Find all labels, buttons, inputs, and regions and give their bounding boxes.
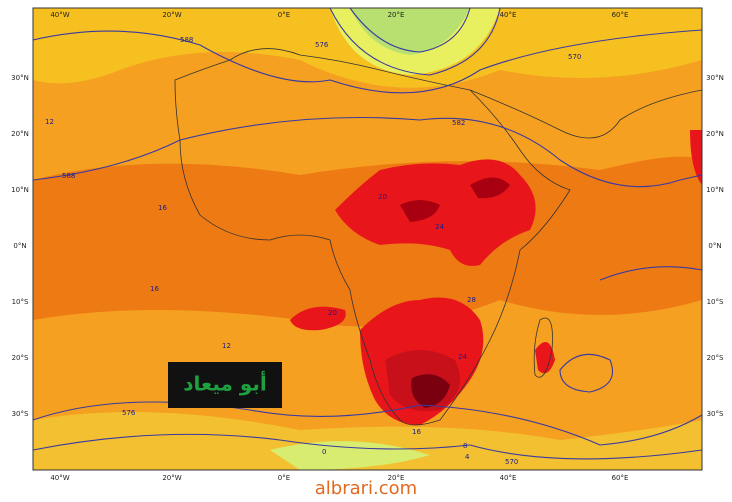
contour-label: 12	[222, 342, 231, 350]
lon-label: 20°W	[162, 474, 181, 482]
contour-label: 20	[378, 193, 387, 201]
contour-label: 4	[465, 453, 470, 461]
contour-label: 0	[322, 448, 326, 456]
contour-label: 24	[458, 353, 467, 361]
heat-west	[290, 306, 346, 331]
lat-label: 30°S	[12, 410, 29, 418]
contour-label: 588	[180, 36, 193, 44]
isoline	[32, 29, 703, 94]
contour-label: 570	[505, 458, 518, 466]
contour-label: 16	[150, 285, 159, 293]
lon-label: 40°E	[500, 11, 517, 19]
lon-label: 20°W	[162, 11, 181, 19]
lat-label: 30°N	[11, 74, 29, 82]
coastline-madagascar	[533, 317, 553, 378]
lat-label: 10°N	[706, 186, 724, 194]
map-area	[32, 7, 703, 471]
heat-core	[400, 200, 440, 222]
lon-label: 0°E	[278, 474, 290, 482]
watermark-box	[168, 362, 282, 408]
contour-label: 570	[568, 53, 581, 61]
lat-label: 10°S	[12, 298, 29, 306]
lon-label: 0°E	[278, 11, 290, 19]
footer-site: albrari.com	[315, 478, 417, 498]
lat-label: 20°S	[707, 354, 724, 362]
lon-label: 40°E	[500, 474, 517, 482]
lat-label: 10°S	[707, 298, 724, 306]
lon-label: 60°E	[612, 11, 629, 19]
isoline	[32, 433, 703, 460]
lat-label: 30°S	[707, 410, 724, 418]
map-frame	[32, 7, 703, 471]
lat-label: 10°N	[11, 186, 29, 194]
lon-label: 40°W	[50, 474, 69, 482]
lat-label: 20°N	[11, 130, 29, 138]
contour-label: 16	[412, 428, 421, 436]
heat-south-core	[411, 374, 450, 408]
contour-label: 576	[122, 409, 136, 417]
contour-label: 20	[328, 309, 337, 317]
lat-label: 0°N	[708, 242, 721, 250]
field-green-south	[270, 441, 430, 470]
heat-core	[470, 177, 510, 199]
lat-label: 20°S	[12, 354, 29, 362]
lon-label: 40°W	[50, 11, 69, 19]
contour-label: 588	[62, 172, 75, 180]
contour-label: 16	[158, 204, 167, 212]
lat-label: 30°N	[706, 74, 724, 82]
coastline-africa	[174, 48, 571, 426]
isoline	[599, 266, 703, 281]
isoline	[349, 7, 471, 53]
isoline	[329, 7, 501, 76]
heat-east	[690, 130, 702, 185]
contour-label: 582	[452, 119, 465, 127]
lat-label: 0°N	[13, 242, 26, 250]
coastline-arabia	[469, 89, 703, 139]
isoline	[559, 353, 614, 393]
contour-label: 12	[45, 118, 54, 126]
lon-label: 20°E	[388, 474, 405, 482]
isoline	[32, 116, 703, 188]
heat-madagascar	[535, 342, 555, 374]
lon-label: 20°E	[388, 11, 405, 19]
field-orange	[33, 156, 702, 327]
field-green	[350, 8, 470, 55]
lon-label: 60°E	[612, 474, 629, 482]
contour-label: 576	[315, 41, 329, 49]
watermark: أبو ميعاد	[183, 370, 266, 396]
contour-label: 8	[463, 442, 467, 450]
contour-labels: 588 576 582 570 12 16 16 20 24 28 24 20 …	[45, 36, 581, 466]
field-south	[33, 412, 702, 470]
contour-label: 24	[435, 223, 444, 231]
contour-label: 28	[467, 296, 476, 304]
lat-label: 20°N	[706, 130, 724, 138]
isoline	[32, 401, 703, 446]
